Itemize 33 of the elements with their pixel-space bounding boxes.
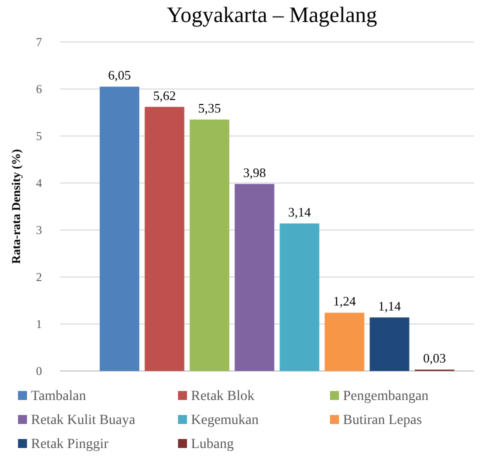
bar xyxy=(234,184,274,371)
legend-label: Pengembangan xyxy=(343,389,429,404)
data-label: 3,98 xyxy=(243,164,266,180)
legend-label: Butiran Lepas xyxy=(343,413,422,428)
legend-label: Kegemukan xyxy=(191,413,259,428)
y-tick-label: 6 xyxy=(36,82,42,96)
data-label: 5,35 xyxy=(198,100,221,116)
y-axis-title: Rata-rata Density (%) xyxy=(9,149,23,264)
data-label: 1,14 xyxy=(378,298,402,314)
y-tick-label: 2 xyxy=(36,270,42,284)
legend-label: Retak Blok xyxy=(191,389,254,404)
data-label: 3,14 xyxy=(288,204,312,220)
y-tick-label: 7 xyxy=(36,35,42,49)
bar xyxy=(280,223,320,371)
y-tick-label: 1 xyxy=(36,317,42,331)
chart-title: Yogyakarta – Magelang xyxy=(166,2,378,27)
data-label: 1,24 xyxy=(333,294,356,309)
bar xyxy=(144,106,184,371)
bar xyxy=(370,317,410,371)
y-tick-label: 5 xyxy=(36,129,42,143)
y-tick-label: 4 xyxy=(36,176,42,190)
legend-label: Tambalan xyxy=(31,389,86,404)
y-tick-label: 3 xyxy=(36,223,42,237)
y-tick-label: 0 xyxy=(36,364,42,378)
data-label: 5,62 xyxy=(153,88,176,103)
data-label: 6,05 xyxy=(108,68,131,83)
bar xyxy=(100,86,140,371)
legend-label: Retak Pinggir xyxy=(31,437,109,452)
bar xyxy=(324,312,364,371)
bar xyxy=(190,120,230,371)
legend-label: Lubang xyxy=(191,437,234,452)
data-label: 0,03 xyxy=(423,350,446,366)
legend-label: Retak Kulit Buaya xyxy=(31,413,136,428)
